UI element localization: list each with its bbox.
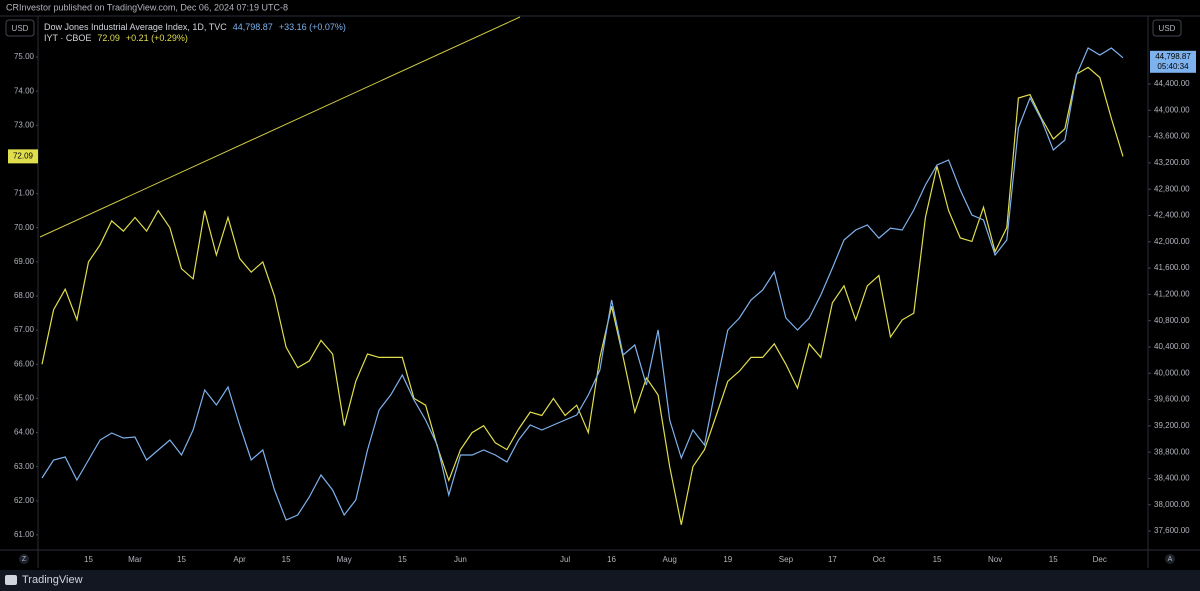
y-tick-label: 75.00 <box>14 52 35 61</box>
series-line <box>41 66 1124 525</box>
x-tick-label: 15 <box>84 555 93 564</box>
y2-tick-label: 44,400.00 <box>1154 79 1190 88</box>
x-tick-label: 15 <box>1049 555 1058 564</box>
y2-tick-label: 42,800.00 <box>1154 184 1190 193</box>
x-tick-label: Jul <box>560 555 570 564</box>
x-tick-label: Nov <box>988 555 1002 564</box>
y-tick-label: 63.00 <box>14 462 35 471</box>
legend-entry: IYT · CBOE 72.09 +0.21 (+0.29%) <box>44 33 188 43</box>
x-tick-label: 15 <box>177 555 186 564</box>
y2-tick-label: 43,600.00 <box>1154 132 1190 141</box>
publisher-line: CRInvestor published on TradingView.com,… <box>6 2 288 12</box>
y2-tick-label: 39,600.00 <box>1154 395 1190 404</box>
right-unit[interactable]: USD <box>1159 24 1176 33</box>
price-tag: 72.09 <box>13 151 34 160</box>
x-tick-label: Dec <box>1093 555 1107 564</box>
footer-bar <box>0 570 1200 591</box>
y2-tick-label: 42,400.00 <box>1154 211 1190 220</box>
left-unit[interactable]: USD <box>12 24 29 33</box>
legend-entry: Dow Jones Industrial Average Index, 1D, … <box>44 22 346 32</box>
z-button-bg[interactable] <box>19 554 29 564</box>
z-button[interactable]: Z <box>22 556 27 563</box>
legend-name: IYT · CBOE <box>44 33 91 43</box>
series-line <box>41 47 1124 521</box>
y2-tick-label: 44,000.00 <box>1154 105 1190 114</box>
x-tick-label: Apr <box>233 555 246 564</box>
x-tick-label: May <box>337 555 352 564</box>
right-unit-box[interactable] <box>1152 19 1182 37</box>
price-tag-bg <box>1150 50 1196 73</box>
left-unit-box[interactable] <box>5 19 35 37</box>
y-tick-label: 62.00 <box>14 496 35 505</box>
x-tick-label: 15 <box>398 555 407 564</box>
y2-tick-label: 41,600.00 <box>1154 263 1190 272</box>
x-tick-label: Sep <box>779 555 794 564</box>
y2-tick-label: 43,200.00 <box>1154 158 1190 167</box>
x-tick-label: 19 <box>723 555 732 564</box>
legend-last: 72.09 <box>97 33 120 43</box>
x-tick-label: 15 <box>282 555 291 564</box>
legend-name: Dow Jones Industrial Average Index, 1D, … <box>44 22 227 32</box>
footer-brand: TradingView <box>22 574 83 586</box>
x-tick-label: Aug <box>663 555 677 564</box>
y2-tick-label: 38,400.00 <box>1154 474 1190 483</box>
y2-tick-label: 38,800.00 <box>1154 447 1190 456</box>
y-tick-label: 73.00 <box>14 120 35 129</box>
y2-tick-label: 39,200.00 <box>1154 421 1190 430</box>
y2-tick-label: 37,600.00 <box>1154 526 1190 535</box>
y2-tick-label: 40,000.00 <box>1154 368 1190 377</box>
y2-tick-label: 40,800.00 <box>1154 316 1190 325</box>
legend-last: 44,798.87 <box>233 22 273 32</box>
x-tick-label: Mar <box>128 555 142 564</box>
y-tick-label: 64.00 <box>14 428 35 437</box>
legend-change: +33.16 (+0.07%) <box>279 22 346 32</box>
y-tick-label: 71.00 <box>14 189 35 198</box>
y-tick-label: 68.00 <box>14 291 35 300</box>
y-tick-label: 65.00 <box>14 394 35 403</box>
brand-logo <box>5 575 17 585</box>
price-tag-bg <box>8 149 38 164</box>
y-tick-label: 74.00 <box>14 86 35 95</box>
y2-tick-label: 42,000.00 <box>1154 237 1190 246</box>
y2-tick-label: 41,200.00 <box>1154 290 1190 299</box>
y-tick-label: 66.00 <box>14 359 35 368</box>
y-tick-label: 70.00 <box>14 223 35 232</box>
x-tick-label: Oct <box>873 555 886 564</box>
y-tick-label: 61.00 <box>14 530 35 539</box>
y2-tick-label: 38,000.00 <box>1154 500 1190 509</box>
y2-tick-label: 40,400.00 <box>1154 342 1190 351</box>
price-tag: 44,798.87 <box>1155 52 1191 61</box>
x-tick-label: 15 <box>933 555 942 564</box>
legend-change: +0.21 (+0.29%) <box>126 33 188 43</box>
y-tick-label: 67.00 <box>14 325 35 334</box>
x-tick-label: 16 <box>607 555 616 564</box>
y-tick-label: 69.00 <box>14 257 35 266</box>
a-button-bg[interactable] <box>1165 554 1175 564</box>
countdown: 05:40:34 <box>1157 62 1189 71</box>
trend-line <box>39 16 521 238</box>
x-tick-label: Jun <box>454 555 467 564</box>
x-tick-label: 17 <box>828 555 837 564</box>
a-button[interactable]: A <box>1168 556 1173 563</box>
